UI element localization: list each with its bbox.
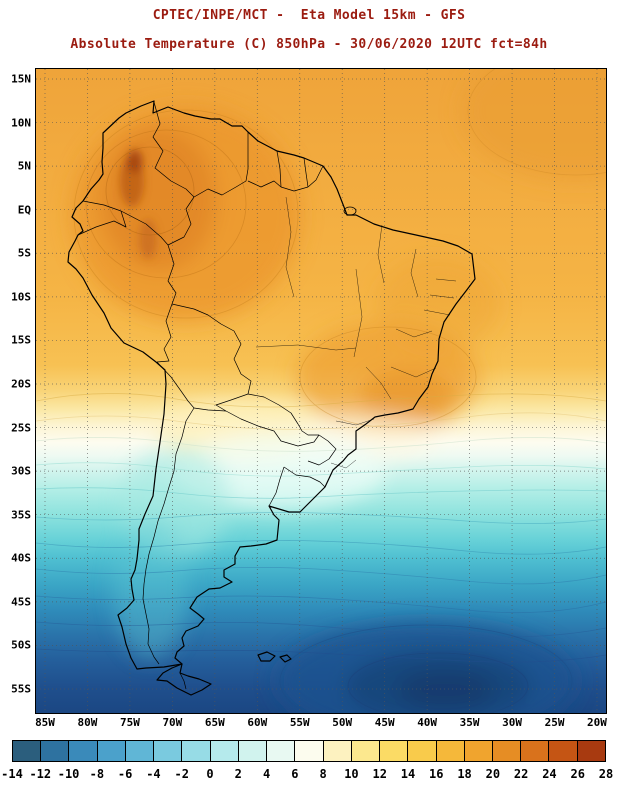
colorbar-cell xyxy=(576,741,605,761)
colorbar-cell xyxy=(379,741,408,761)
colorbar-cell xyxy=(96,741,125,761)
colorbar-cell xyxy=(407,741,436,761)
colorbar-cell xyxy=(548,741,577,761)
colorbar-cell xyxy=(237,741,267,761)
colorbar-tick-label: 22 xyxy=(513,767,529,781)
lat-label: 25S xyxy=(11,421,31,435)
colorbar-cell xyxy=(266,741,295,761)
lat-label: 10S xyxy=(11,290,31,304)
lat-label: 50S xyxy=(11,638,31,652)
grid-lines xyxy=(36,69,606,713)
state-borders xyxy=(255,196,457,469)
lat-label: 45S xyxy=(11,595,31,609)
lon-label: 75W xyxy=(119,716,140,729)
lon-label: 70W xyxy=(162,716,183,729)
lat-label: EQ xyxy=(17,203,31,217)
colorbar-cell xyxy=(181,741,210,761)
lon-label: 40W xyxy=(417,716,438,729)
colorbar-tick-label: -8 xyxy=(89,767,105,781)
map-canvas xyxy=(36,69,606,713)
colorbar-tick-label: 16 xyxy=(429,767,444,781)
figure-title-line-2: Absolute Temperature (C) 850hPa - 30/06/… xyxy=(70,37,548,52)
lat-label: 55S xyxy=(11,682,31,696)
colorbar-cell xyxy=(350,741,380,761)
lon-label: 35W xyxy=(459,716,480,729)
colorbar-cell xyxy=(463,741,492,761)
colorbar-tick-label: 20 xyxy=(485,767,501,781)
colorbar-cell xyxy=(491,741,521,761)
colorbar-cell xyxy=(124,741,154,761)
map-frame xyxy=(35,68,607,714)
coastline xyxy=(67,100,476,696)
colorbar-tick-label: 4 xyxy=(262,767,271,781)
lon-label: 85W xyxy=(35,716,55,729)
lat-label: 5N xyxy=(17,159,31,173)
colorbar-tick-label: 0 xyxy=(206,767,214,781)
tierra-del-fuego-outline xyxy=(156,663,212,696)
country-borders xyxy=(77,101,457,690)
andes-hot-spots xyxy=(120,149,157,259)
lon-label: 20W xyxy=(587,716,607,729)
lon-label: 30W xyxy=(502,716,522,729)
colorbar-tick-label: 24 xyxy=(542,767,557,781)
lon-label: 55W xyxy=(289,716,310,729)
contour-lines xyxy=(36,69,606,713)
lat-label: 40S xyxy=(11,551,31,565)
lat-label: 15N xyxy=(11,72,31,86)
colorbar-cell xyxy=(435,741,464,761)
colorbar-tick-label: 26 xyxy=(570,767,585,781)
lat-label: 35S xyxy=(11,508,31,522)
colorbar-tick-label: 6 xyxy=(291,767,299,781)
colorbar xyxy=(12,740,606,762)
lon-axis: 85W 80W 75W 70W 65W 60W 55W 50W 45W 40W 35W 30W 25W 2… xyxy=(35,716,608,732)
colorbar-tick-label: -4 xyxy=(146,767,161,781)
colorbar-cell xyxy=(209,741,238,761)
colorbar-cell xyxy=(294,741,323,761)
colorbar-tick-label: -2 xyxy=(174,767,189,781)
marajo-island-outline xyxy=(343,206,357,216)
lon-label: 45W xyxy=(374,716,395,729)
lat-axis: 15N 10N 5N EQ 5S 10S 15S 20S 25S 30S 35S 40S 45S 50S 5… xyxy=(0,69,33,713)
colorbar-tick-label: -12 xyxy=(29,767,52,781)
colorbar-tick-label: -14 xyxy=(1,767,23,781)
colorbar-labels: -14 -12 -10 -8 -6 -4 -2 0 2 4 6 8 10 12 14 16 18 20 22 24 26… xyxy=(1,767,613,785)
falkland-islands-outline xyxy=(257,651,276,662)
colorbar-tick-label: 10 xyxy=(344,767,359,781)
colorbar-cell xyxy=(68,741,97,761)
colorbar-tick-label: 12 xyxy=(372,767,387,781)
lon-label: 80W xyxy=(77,716,98,729)
lat-label: 30S xyxy=(11,464,31,478)
lat-label: 5S xyxy=(17,246,31,260)
colorbar-cell xyxy=(40,741,69,761)
lat-label: 15S xyxy=(11,333,31,347)
colorbar-tick-label: -6 xyxy=(117,767,133,781)
lat-label: 20S xyxy=(11,377,31,391)
lat-label: 10N xyxy=(11,116,31,130)
colorbar-cell xyxy=(520,741,549,761)
lon-label: 60W xyxy=(247,716,268,729)
colorbar-tick-label: -10 xyxy=(57,767,80,781)
colorbar-cell xyxy=(322,741,351,761)
lon-label: 25W xyxy=(544,716,565,729)
colorbar-tick-label: 28 xyxy=(598,767,614,781)
lon-label: 50W xyxy=(332,716,353,729)
colorbar-cell xyxy=(153,741,182,761)
lon-label: 65W xyxy=(204,716,225,729)
figure-title-line-1: CPTEC/INPE/MCT - Eta Model 15km - GFS xyxy=(152,8,466,23)
colorbar-tick-label: 14 xyxy=(400,767,416,781)
colorbar-tick-label: 8 xyxy=(319,767,327,781)
colorbar-tick-label: 18 xyxy=(457,767,472,781)
falkland-islands-outline xyxy=(279,654,292,663)
colorbar-tick-label: 2 xyxy=(234,767,242,781)
colorbar-cell xyxy=(13,741,41,761)
